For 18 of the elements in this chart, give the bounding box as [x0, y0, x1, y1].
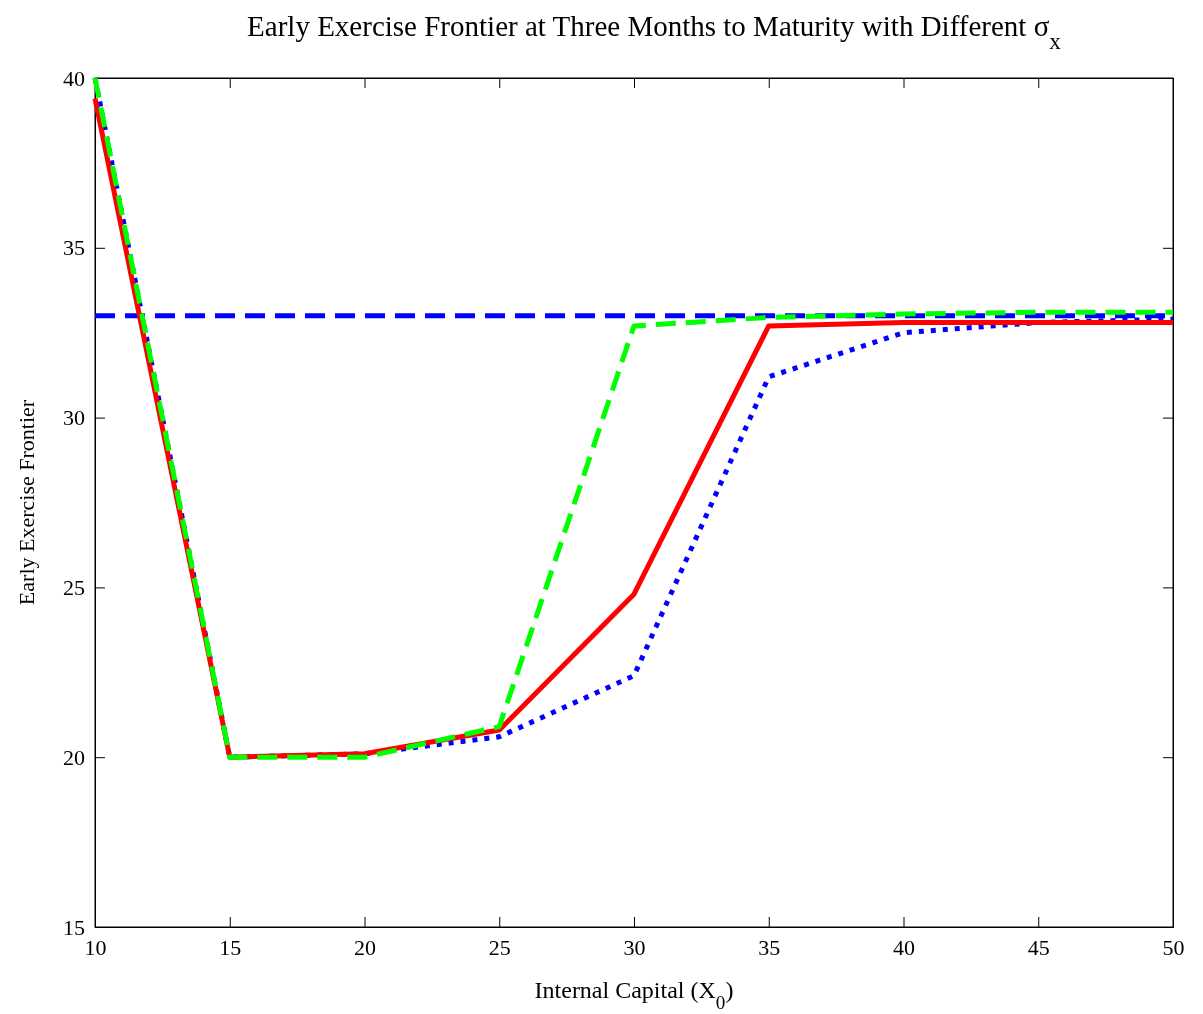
x-tick-label: 40 — [893, 934, 915, 960]
x-tick-label: 50 — [1162, 934, 1185, 960]
y-tick-label: 25 — [63, 574, 85, 600]
x-tick-label: 20 — [354, 934, 376, 960]
y-axis-title: Early Exercise Frontier — [14, 399, 39, 606]
y-tick-label: 40 — [63, 65, 85, 91]
x-tick-label: 45 — [1027, 934, 1050, 960]
y-tick-label: 20 — [63, 744, 85, 770]
x-tick-label: 15 — [219, 934, 242, 960]
x-tick-label: 35 — [758, 934, 781, 960]
chart-title: Early Exercise Frontier at Three Months to Maturity with Different σ$_{x}$ — [247, 10, 1062, 54]
x-tick-label: 30 — [623, 934, 646, 960]
y-tick-label: 35 — [63, 235, 85, 261]
y-tick-label: 15 — [63, 914, 85, 940]
y-tick-label: 30 — [63, 405, 85, 431]
x-axis-title: Internal Capital (X$_{0}$) — [534, 977, 734, 1013]
x-tick-label: 10 — [84, 934, 107, 960]
x-tick-label: 25 — [488, 934, 511, 960]
